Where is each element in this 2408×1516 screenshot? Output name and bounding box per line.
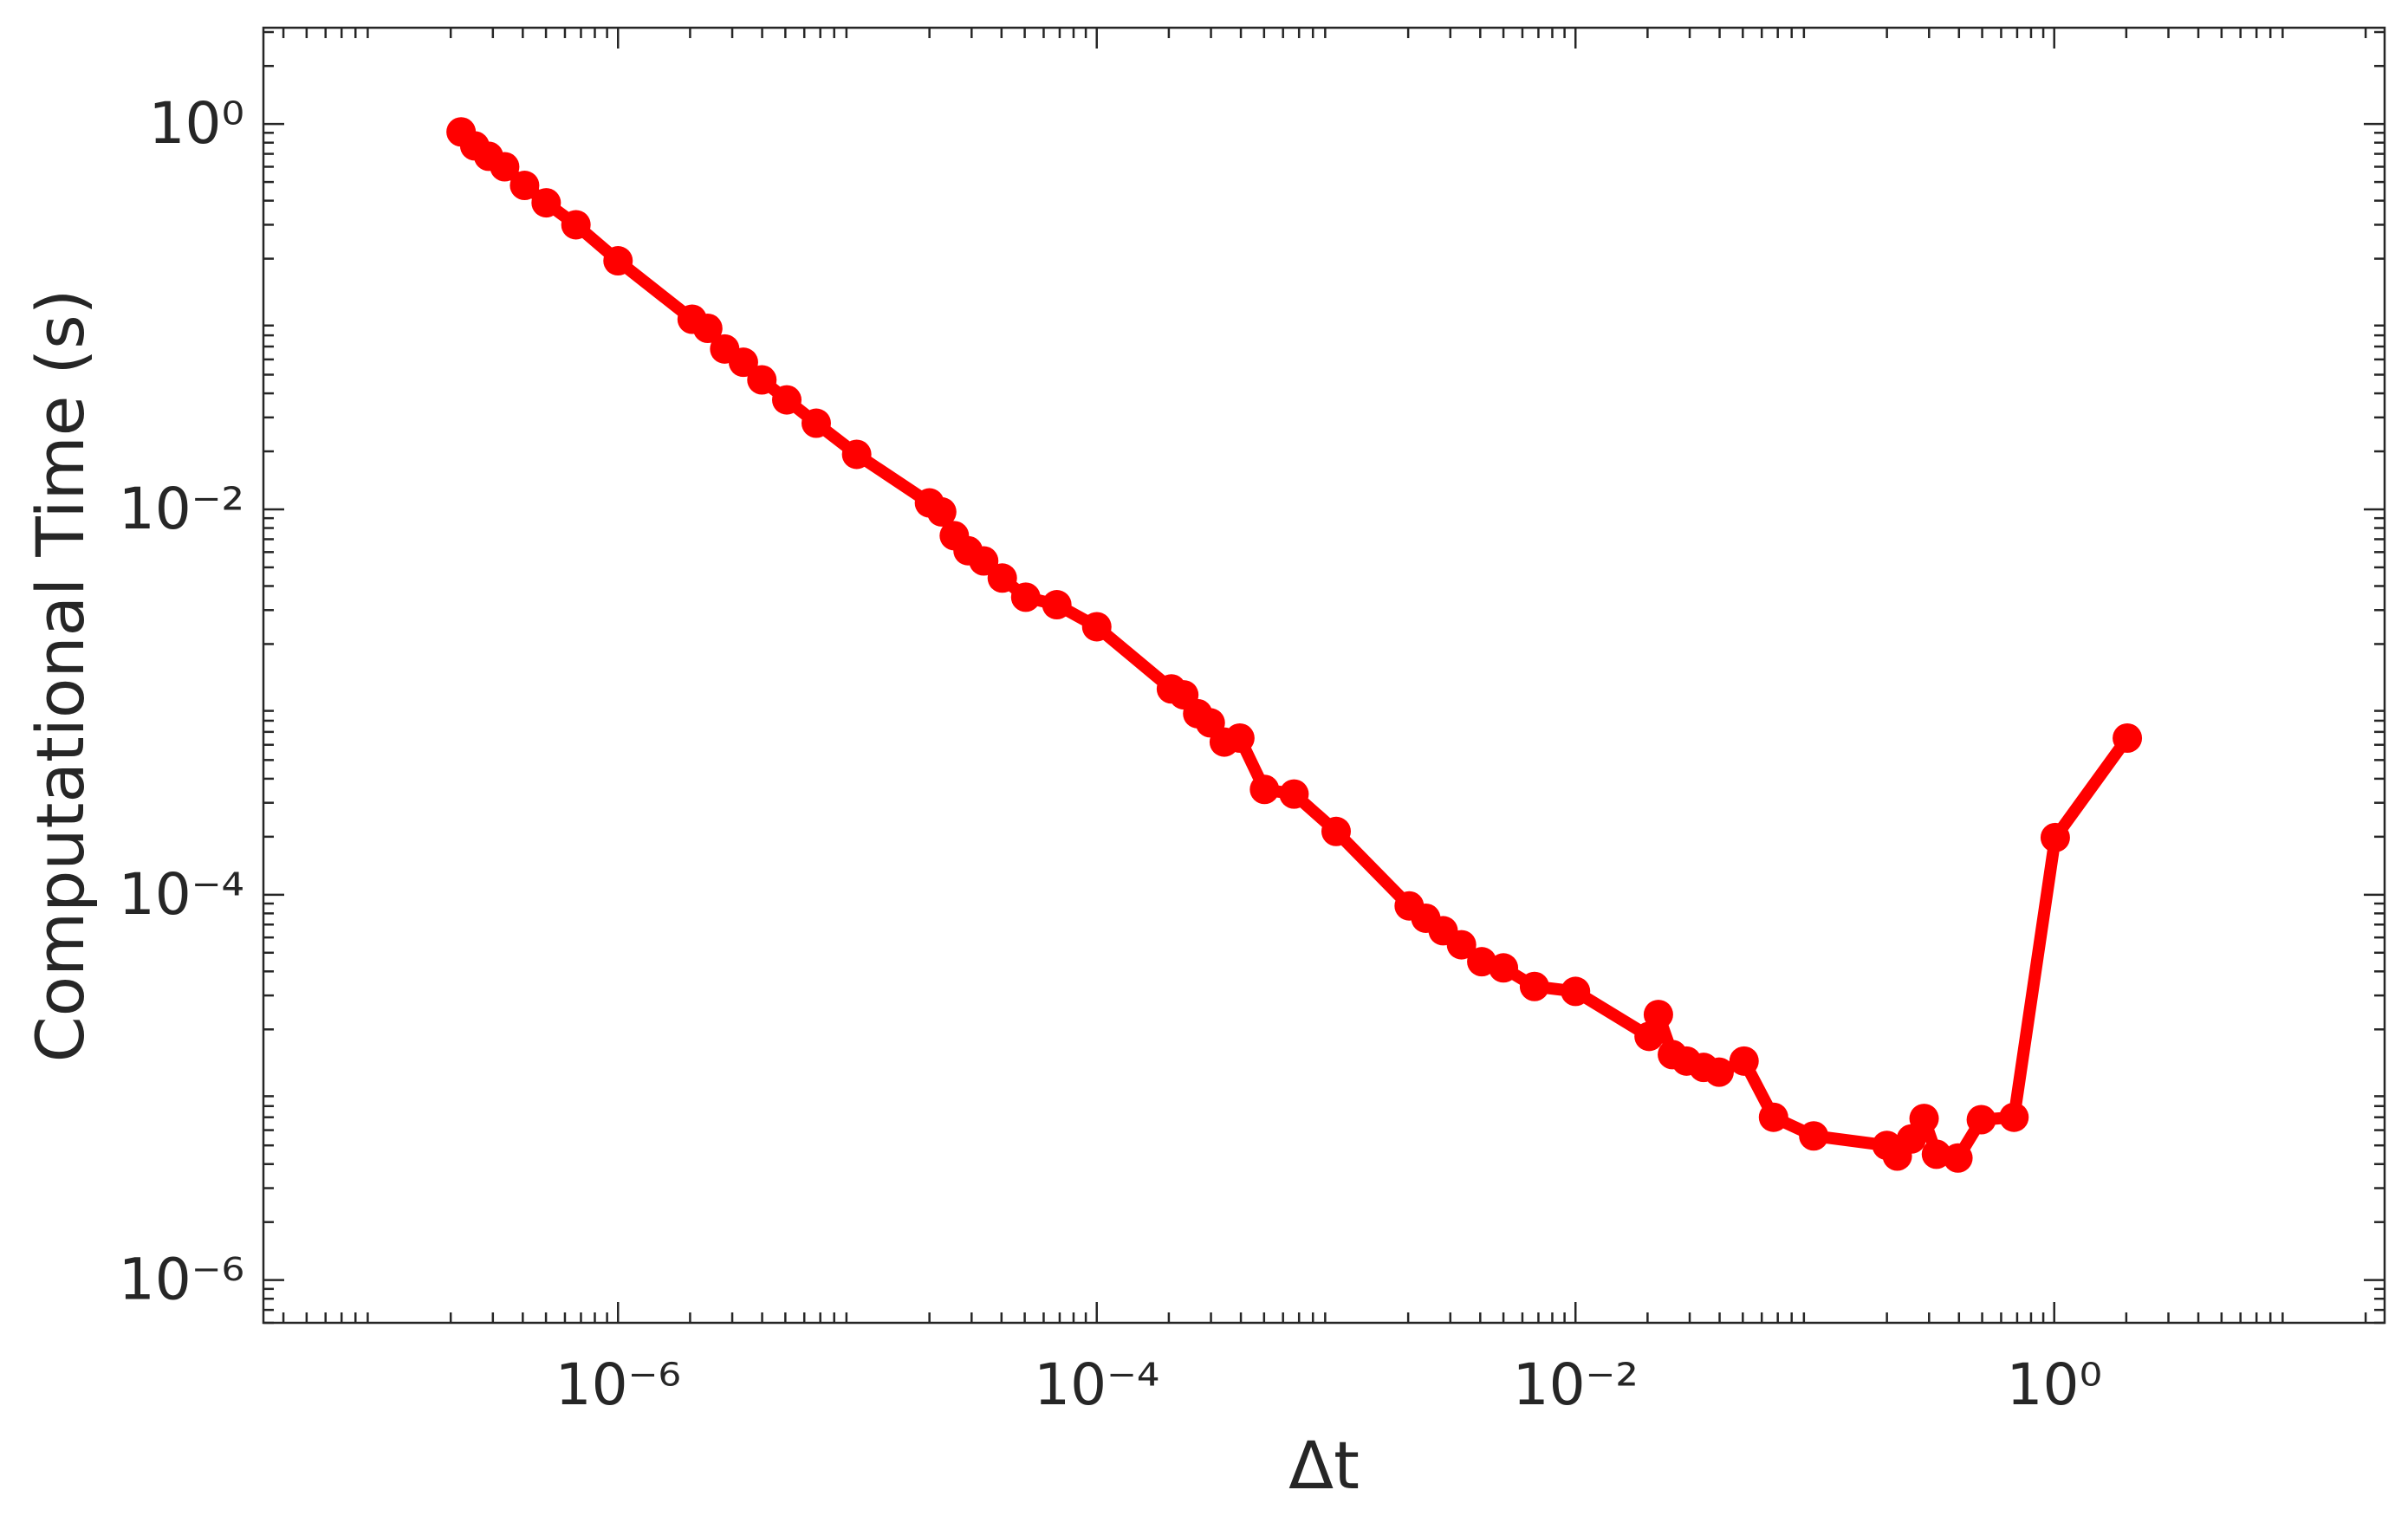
data-point: [1279, 779, 1309, 809]
x-tick-label: 10⁻⁶: [555, 1351, 681, 1418]
y-tick-label: 10⁰: [149, 90, 244, 157]
data-point: [561, 210, 591, 240]
data-point: [1729, 1046, 1759, 1076]
data-point: [1943, 1143, 1973, 1173]
data-point: [1249, 774, 1280, 805]
data-point: [1321, 816, 1351, 846]
y-tick-label: 10⁻⁶: [119, 1247, 244, 1313]
y-tick-label: 10⁻²: [119, 476, 244, 542]
data-point: [926, 496, 957, 527]
data-point: [1489, 953, 1519, 983]
data-point: [1042, 590, 1072, 620]
data-point: [1966, 1105, 1996, 1135]
data-point: [1999, 1102, 2029, 1132]
data-point: [2040, 822, 2070, 852]
data-point: [969, 546, 999, 576]
plot-frame: [262, 26, 2386, 1325]
x-tick-label: 10⁻²: [1513, 1351, 1639, 1418]
x-axis-label: Δt: [1288, 1427, 1360, 1504]
data-point: [490, 152, 520, 182]
data-point: [1561, 976, 1591, 1007]
data-point: [1010, 582, 1041, 612]
data-line: [455, 126, 2134, 1164]
data-point: [772, 385, 802, 415]
data-point: [531, 188, 561, 218]
y-tick-label: 10⁻⁴: [119, 861, 244, 928]
data-point: [1799, 1121, 1829, 1151]
data-point: [728, 347, 758, 378]
data-point: [1758, 1102, 1788, 1132]
data-point: [603, 246, 633, 276]
data-point: [841, 439, 872, 470]
data-point: [987, 563, 1017, 593]
data-point: [1643, 1000, 1673, 1030]
y-axis-label: Computational Time (s): [22, 289, 99, 1063]
data-point: [1081, 612, 1112, 642]
data-point: [1909, 1104, 1939, 1134]
x-tick-label: 10⁰: [2006, 1351, 2101, 1418]
data-point: [1519, 971, 1549, 1001]
data-point: [1446, 930, 1477, 960]
data-point: [692, 314, 723, 344]
data-point: [2113, 723, 2143, 754]
data-point: [747, 365, 777, 395]
data-point: [510, 171, 540, 201]
data-point: [801, 408, 831, 438]
data-point: [1224, 723, 1255, 754]
data-point: [1704, 1057, 1734, 1087]
x-tick-label: 10⁻⁴: [1034, 1351, 1159, 1418]
